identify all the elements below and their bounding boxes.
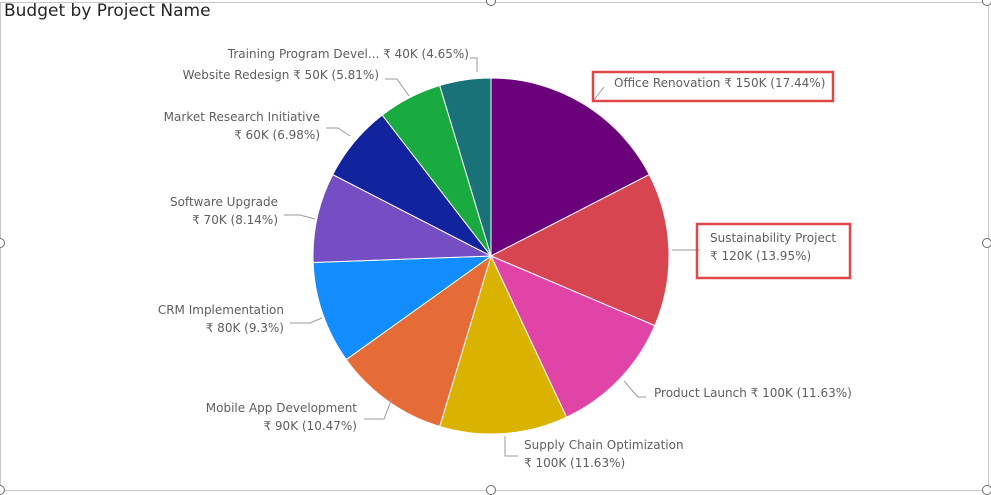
highlight-box <box>695 222 852 280</box>
chart-title: Budget by Project Name <box>4 1 211 21</box>
leader-line <box>504 436 518 457</box>
data-label: CRM Implementation <box>158 303 284 317</box>
pie-slice-software-upgrade[interactable] <box>312 173 493 264</box>
data-label: Supply Chain Optimization <box>524 438 684 452</box>
resize-handle-top-right[interactable] <box>982 0 991 6</box>
data-label: Product Launch ₹ 100K (11.63%) <box>654 386 852 400</box>
pie-slice-mobile-app-development[interactable] <box>345 254 492 428</box>
pie-slice-sustainability-project[interactable] <box>489 173 670 327</box>
leader-line <box>284 214 316 220</box>
leader-line <box>623 380 646 398</box>
data-label: Office Renovation ₹ 150K (17.44%) <box>614 76 825 90</box>
resize-handle-top[interactable] <box>486 0 496 6</box>
data-label: ₹ 60K (6.98%) <box>234 128 320 142</box>
leader-line <box>326 127 351 137</box>
pie-slice-product-launch[interactable] <box>489 255 656 418</box>
pie-slice-training-program-devel[interactable] <box>439 77 492 257</box>
leader-line <box>290 317 323 324</box>
data-label: Website Redesign ₹ 50K (5.81%) <box>183 68 379 82</box>
data-label: Sustainability Project <box>710 231 836 245</box>
data-label: ₹ 70K (8.14%) <box>192 213 278 227</box>
leader-line <box>364 397 393 420</box>
pie-slice-supply-chain-optimization[interactable] <box>439 254 568 435</box>
data-label: ₹ 80K (9.3%) <box>206 321 284 335</box>
data-label: Mobile App Development <box>206 401 358 415</box>
leader-line <box>470 57 478 72</box>
leader-line <box>385 78 410 97</box>
data-label: Software Upgrade <box>170 195 278 209</box>
resize-handle-right[interactable] <box>982 238 991 248</box>
pie-slice-office-renovation[interactable] <box>490 77 650 257</box>
pie-slice-crm-implementation[interactable] <box>312 255 493 361</box>
data-label: ₹ 90K (10.47%) <box>263 419 357 433</box>
data-label: Training Program Devel... ₹ 40K (4.65%) <box>227 47 469 61</box>
data-label: ₹ 120K (13.95%) <box>710 249 811 263</box>
leader-line <box>593 86 605 101</box>
data-label: ₹ 100K (11.63%) <box>524 456 625 470</box>
highlight-box <box>591 70 835 103</box>
data-label: Market Research Initiative <box>164 110 320 124</box>
